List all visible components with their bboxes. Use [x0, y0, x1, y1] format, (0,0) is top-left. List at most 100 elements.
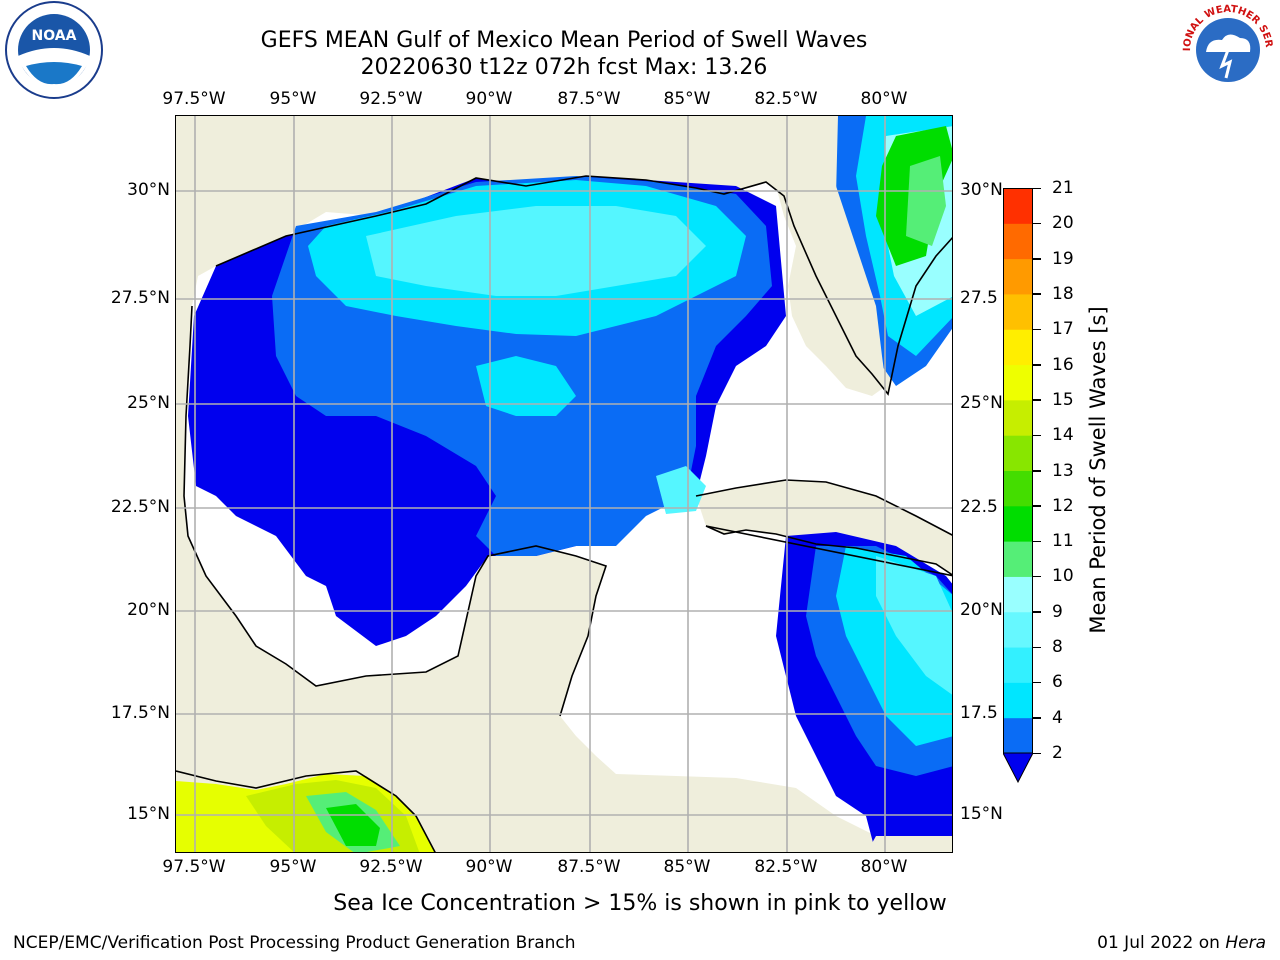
- colorbar-tick-mark: [1033, 328, 1041, 331]
- colorbar-tick-label: 13: [1052, 460, 1074, 481]
- lat-tick-left: 30°N: [127, 180, 170, 200]
- colorbar-swatch: [1003, 647, 1033, 683]
- colorbar-tick-label: 17: [1052, 319, 1074, 340]
- colorbar-swatch: [1003, 611, 1033, 648]
- colorbar-tick-mark: [1033, 187, 1041, 189]
- colorbar-swatches: [1002, 188, 1034, 784]
- gridlines: [176, 116, 952, 852]
- coastline-central-america: [176, 770, 436, 852]
- colorbar-tick-label: 11: [1052, 531, 1074, 552]
- swell-region-light-cyan: [366, 206, 706, 296]
- lat-tick-left: 27.5°N: [110, 288, 170, 308]
- swell-region-cyan-mid: [476, 356, 576, 416]
- colorbar-tick-label: 2: [1052, 743, 1063, 763]
- footer-credit: NCEP/EMC/Verification Post Processing Pr…: [13, 933, 576, 953]
- colorbar-tick-mark: [1033, 364, 1041, 366]
- colorbar-tick-mark: [1033, 681, 1041, 684]
- colorbar-tick-label: 9: [1052, 601, 1063, 622]
- colorbar-tick-label: 14: [1052, 425, 1074, 446]
- lat-tick-right: 30°N: [960, 180, 1003, 200]
- lat-tick-right: 27.5: [960, 288, 998, 308]
- svg-text:NOAA: NOAA: [32, 28, 77, 44]
- colorbar-swatch: [1003, 188, 1033, 224]
- footer-host: Hera: [1225, 933, 1266, 953]
- swell-region-atlantic-lightgreen: [906, 156, 946, 246]
- colorbar-tick-mark: [1033, 258, 1041, 260]
- colorbar-swatch: [1003, 258, 1033, 295]
- lon-tick-bottom: 97.5°W: [162, 857, 226, 877]
- colorbar-swatch: [1003, 399, 1033, 436]
- lon-tick-bottom: 80°W: [860, 857, 908, 877]
- map-panel: [175, 115, 953, 853]
- colorbar-tick-label: 15: [1052, 389, 1074, 410]
- lat-tick-left: 25°N: [127, 393, 170, 413]
- lon-tick-bottom: 87.5°W: [557, 857, 621, 877]
- colorbar-tick-mark: [1033, 434, 1041, 437]
- lat-tick-right: 20°N: [960, 600, 1003, 620]
- lat-tick-left: 17.5°N: [110, 703, 170, 723]
- lat-tick-left: 22.5°N: [110, 497, 170, 517]
- swell-region-caribbean-lightcyan: [876, 556, 952, 695]
- colorbar-tick-label: 20: [1052, 213, 1074, 234]
- colorbar-tick-mark: [1033, 575, 1041, 578]
- colorbar-tick-label: 18: [1052, 283, 1074, 304]
- chart-subtitle: 20220630 t12z 072h fcst Max: 13.26: [360, 55, 768, 80]
- lon-tick-top: 95°W: [269, 89, 317, 109]
- colorbar-tick-label: 8: [1052, 637, 1063, 658]
- colorbar-tick-label: 4: [1052, 707, 1063, 728]
- land-florida: [776, 176, 886, 396]
- lat-tick-right: 22.5: [960, 497, 998, 517]
- colorbar-tick-mark: [1033, 293, 1041, 295]
- lon-tick-bottom: 90°W: [465, 857, 513, 877]
- colorbar-tick-label: 12: [1052, 495, 1074, 516]
- coastline-cuba: [695, 479, 952, 577]
- lon-tick-top: 92.5°W: [359, 89, 423, 109]
- noaa-logo: NOAA: [4, 0, 104, 104]
- lon-tick-top: 82.5°W: [754, 89, 818, 109]
- colorbar-tick-label: 6: [1052, 672, 1063, 693]
- colorbar-swatch: [1003, 293, 1033, 330]
- colorbar-tick-label: 16: [1052, 354, 1074, 375]
- lon-tick-top: 85°W: [663, 89, 711, 109]
- colorbar-outline: [1003, 188, 1033, 754]
- lon-tick-top: 97.5°W: [162, 89, 226, 109]
- lon-tick-bottom: 95°W: [269, 857, 317, 877]
- colorbar-swatch: [1003, 223, 1033, 260]
- colorbar: [1002, 188, 1034, 784]
- land-caribbean-bottom: [867, 836, 952, 852]
- lat-tick-right: 25°N: [960, 393, 1003, 413]
- colorbar-label: Mean Period of Swell Waves [s]: [1086, 306, 1110, 634]
- swell-region-cyan-south: [656, 466, 706, 514]
- colorbar-swatch: [1003, 329, 1033, 366]
- colorbar-swatch: [1003, 717, 1033, 754]
- colorbar-tick-label: 10: [1052, 566, 1074, 587]
- colorbar-swatch: [1003, 682, 1033, 719]
- colorbar-tick-mark: [1033, 505, 1041, 507]
- lat-tick-right: 15°N: [960, 804, 1003, 824]
- colorbar-swatch: [1003, 505, 1033, 542]
- sea-ice-note: Sea Ice Concentration > 15% is shown in …: [333, 891, 947, 916]
- lon-tick-top: 90°W: [465, 89, 513, 109]
- coastline: [183, 305, 608, 717]
- colorbar-tick-mark: [1033, 611, 1041, 613]
- colorbar-tick-label: 19: [1052, 248, 1074, 269]
- colorbar-swatch: [1003, 435, 1033, 471]
- colorbar-swatch: [1003, 364, 1033, 401]
- map-canvas: [176, 116, 952, 852]
- footer-date: 01 Jul 2022 on Hera: [1097, 933, 1266, 953]
- lon-tick-bottom: 82.5°W: [754, 857, 818, 877]
- colorbar-tick-mark: [1033, 717, 1041, 719]
- colorbar-tick-mark: [1033, 222, 1041, 225]
- colorbar-tick-mark: [1033, 540, 1041, 543]
- colorbar-tick-mark: [1033, 752, 1041, 754]
- lon-tick-bottom: 92.5°W: [359, 857, 423, 877]
- colorbar-tick-label: 21: [1052, 178, 1074, 198]
- colorbar-tick-mark: [1033, 399, 1041, 401]
- national-weather-service-logo: NATIONAL WEATHER SERVICE: [1174, 0, 1278, 104]
- colorbar-tick-mark: [1033, 646, 1041, 649]
- lon-tick-bottom: 85°W: [663, 857, 711, 877]
- colorbar-swatch: [1003, 470, 1033, 507]
- colorbar-extend-triangle: [1002, 752, 1034, 784]
- colorbar-tick-mark: [1033, 470, 1041, 472]
- lon-tick-top: 80°W: [860, 89, 908, 109]
